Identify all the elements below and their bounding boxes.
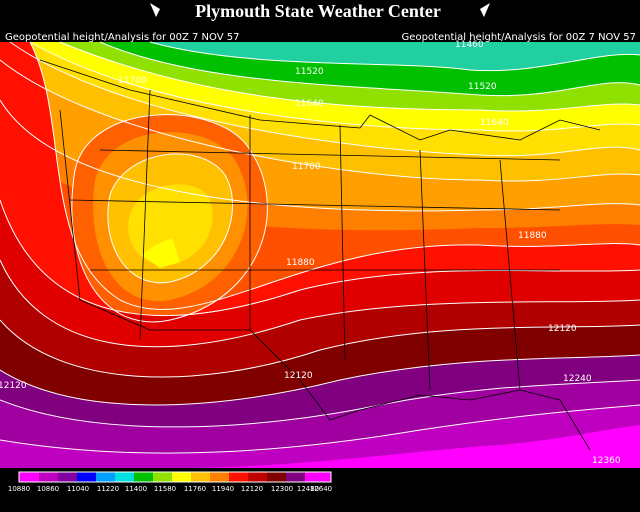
colorbar-label: 12300 [271, 485, 293, 493]
contour [9, 41, 640, 157]
contour [71, 114, 268, 323]
colorbar-swatch [286, 472, 305, 482]
colorbar-label: 11040 [67, 485, 89, 493]
colorbar-swatch [58, 472, 77, 482]
contour-label: 12120 [548, 324, 577, 334]
subtitle-right: Geopotential height/Analysis for 00Z 7 N… [402, 32, 636, 43]
contour [149, 41, 640, 72]
contour [0, 404, 640, 454]
inland-band [142, 238, 180, 268]
colorbar-swatch [267, 472, 286, 482]
contour-label: 11520 [295, 67, 324, 77]
colorbar-swatch [305, 472, 331, 482]
contours [0, 41, 640, 454]
colorbar-label: 10860 [37, 485, 59, 493]
colorbar-swatch [39, 472, 58, 482]
border [59, 109, 591, 451]
band [200, 425, 640, 468]
colorbar-frame [18, 471, 332, 483]
contour-label: 11700 [292, 162, 321, 172]
contour-label: 11640 [295, 99, 324, 109]
border [139, 89, 521, 391]
colorbar-swatch [19, 472, 39, 482]
contour [0, 379, 640, 428]
colorbar-swatch [96, 472, 115, 482]
colorbar-label: 12480 [297, 485, 319, 493]
subtitle-left: Geopotential height/Analysis for 00Z 7 N… [5, 32, 239, 43]
contour-label: 11640 [480, 118, 509, 128]
contour [0, 259, 640, 348]
colorbar-label: 12120 [241, 485, 263, 493]
colorbar-swatch [153, 472, 172, 482]
colorbar-label: 11220 [97, 485, 119, 493]
contour [0, 199, 640, 316]
contour-labels: 11460 11520 11520 11640 11640 11700 1170… [0, 40, 621, 466]
colorbar-label: 12640 [310, 485, 332, 493]
inland-band [128, 184, 213, 266]
colorbar-swatch [248, 472, 267, 482]
colorbar-label: 11580 [154, 485, 176, 493]
political-borders [39, 59, 601, 451]
contour-label: 11520 [468, 82, 497, 92]
logo-right [480, 3, 490, 17]
contour-label: 12120 [284, 371, 313, 381]
contour-label: 12120 [0, 381, 27, 391]
contour [29, 41, 640, 310]
contour-label: 11880 [518, 231, 547, 241]
contour-label: 11460 [455, 40, 484, 50]
colorbar-swatch [115, 472, 134, 482]
colorbar-swatch [229, 472, 248, 482]
contour-label: 11700 [118, 76, 147, 86]
contour-label: 12360 [592, 456, 621, 466]
colorbar-label: 10880 [8, 485, 30, 493]
border [39, 59, 601, 141]
colorbar-swatch [191, 472, 210, 482]
colorbar-label: 11760 [184, 485, 206, 493]
border [69, 149, 561, 271]
colorbar-label: 11940 [212, 485, 234, 493]
colorbar-swatch [134, 472, 153, 482]
contour [99, 41, 640, 97]
logo-left [150, 3, 160, 17]
colorbar-label: 11400 [125, 485, 147, 493]
contour [0, 99, 640, 212]
contour [0, 59, 640, 182]
colorbar-swatch [77, 472, 96, 482]
colorbar-swatch [172, 472, 191, 482]
colorbar: 10880 10860 11040 11220 11400 11580 1176… [8, 471, 332, 493]
title: Plymouth State Weather Center [195, 1, 441, 21]
contour [107, 153, 234, 284]
contour-label: 11880 [286, 258, 315, 268]
contour-label: 12240 [563, 374, 592, 384]
colorbar-swatch [210, 472, 229, 482]
contour [59, 41, 640, 112]
contour [0, 354, 640, 406]
contour [0, 319, 640, 378]
